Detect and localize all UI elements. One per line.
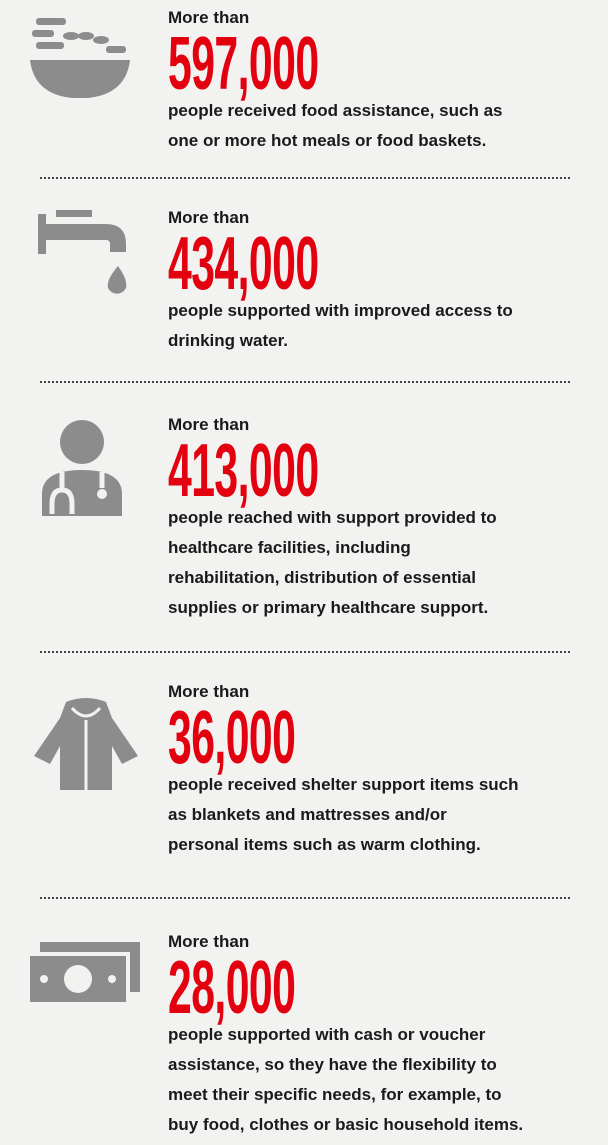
description-line: healthcare facilities, including [168,538,411,557]
stat-item: More than 597,000 people received food ass… [168,6,598,156]
stat-description: people reached with support provided to h… [168,503,598,623]
stat-prefix: More than [168,8,250,27]
description-line: assistance, so they have the flexibility… [168,1055,497,1074]
description-line: supplies or primary healthcare support. [168,598,489,617]
stat-number: 413,000 [168,428,319,512]
water-icon [38,210,127,294]
description-line: one or more hot meals or food baskets. [168,131,487,150]
cash-icon [26,942,140,1006]
stat-number: 434,000 [168,221,319,305]
description-line: rehabilitation, distribution of essentia… [168,568,476,587]
stat-item: More than 28,000 people supported with cas… [168,930,598,1140]
description-line: people received food assistance, such as [168,101,503,120]
stat-number: 36,000 [168,695,296,779]
stat-item: More than 36,000 people received shelter s… [168,680,598,860]
shelter-icon [34,698,138,790]
health-icon [42,420,122,516]
description-line: buy food, clothes or basic household ite… [168,1115,524,1134]
separator [40,177,570,179]
description-line: personal items such as warm clothing. [168,835,481,854]
stat-prefix: More than [168,415,250,434]
stat-prefix: More than [168,682,250,701]
stat-number: 597,000 [168,21,319,105]
separator [40,897,570,899]
description-line: drinking water. [168,331,288,350]
food-icon [30,18,130,98]
stat-description: people supported with cash or voucher ass… [168,1020,598,1140]
description-line: meet their specific needs, for example, … [168,1085,502,1104]
description-line: people received shelter support items su… [168,775,519,794]
stat-description: people supported with improved access to… [168,296,598,356]
description-line: as blankets and mattresses and/or [168,805,447,824]
stat-item: More than 434,000 people supported with im… [168,206,598,356]
stat-number: 28,000 [168,945,296,1029]
description-line: people supported with improved access to [168,301,513,320]
stat-description: people received food assistance, such as… [168,96,598,156]
stat-prefix: More than [168,208,250,227]
stat-prefix: More than [168,932,250,951]
description-line: people supported with cash or voucher [168,1025,486,1044]
stat-item: More than 413,000 people reached with supp… [168,413,598,623]
separator [40,381,570,383]
description-line: people reached with support provided to [168,508,497,527]
stat-description: people received shelter support items su… [168,770,598,860]
separator [40,651,570,653]
